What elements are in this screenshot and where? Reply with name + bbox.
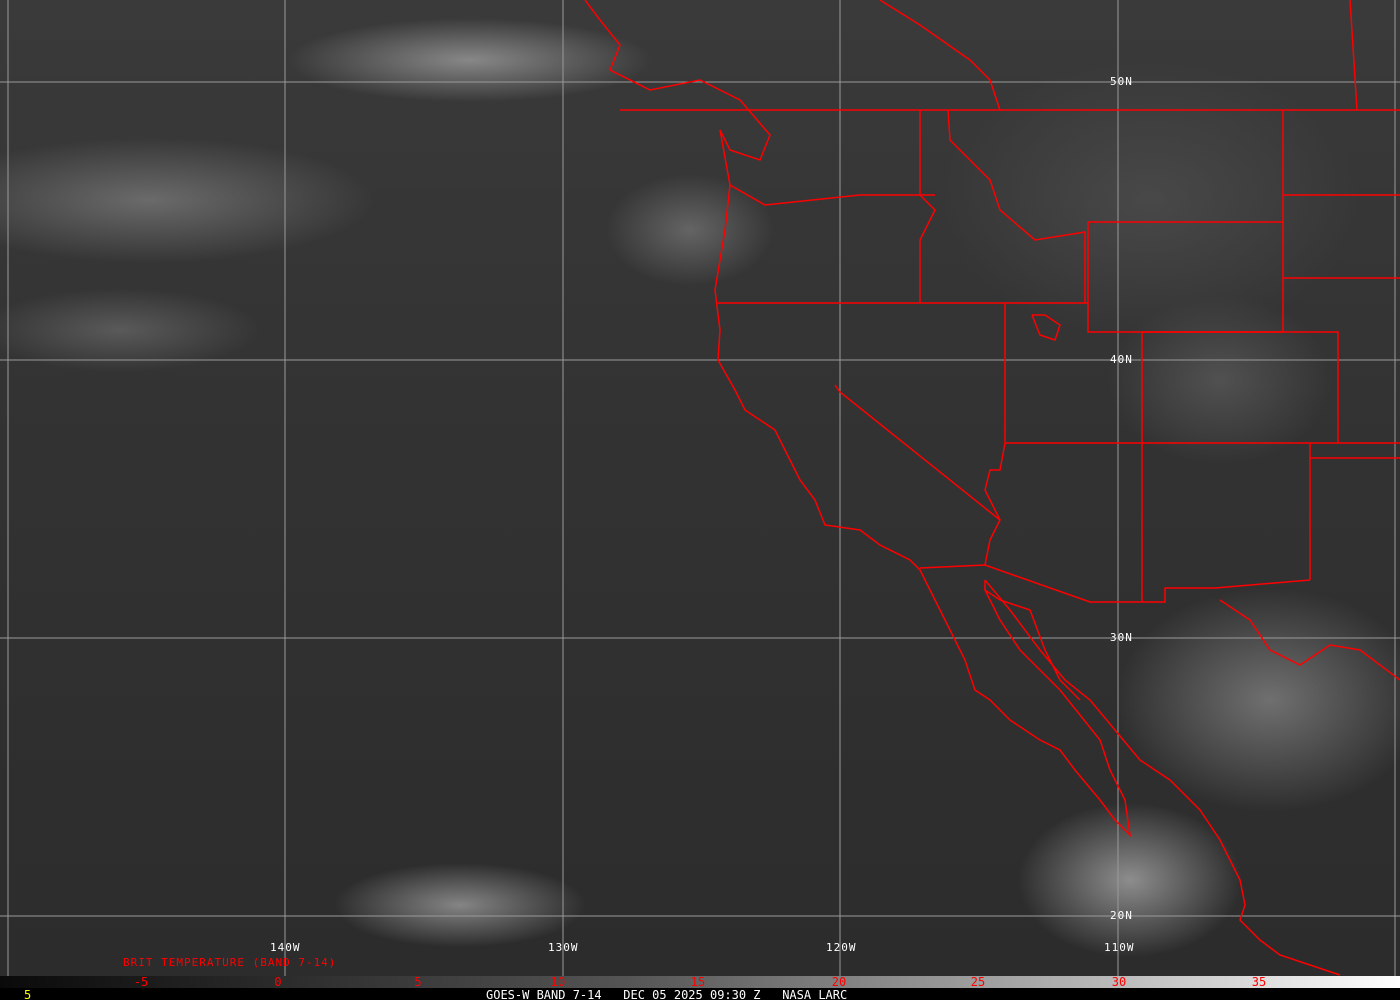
- wa-or-border: [729, 184, 935, 206]
- great-salt-lake: [1031, 314, 1061, 341]
- latitude-label: 40N: [1110, 353, 1133, 366]
- colorbar-tick: 30: [1111, 975, 1127, 989]
- gulf-of-california-coast: [984, 589, 1081, 701]
- colorbar-tick: 0: [274, 975, 282, 989]
- pacific-coastline: [584, 0, 1132, 838]
- canada-border-north: [879, 0, 1001, 111]
- us-mexico-border: [919, 564, 1311, 603]
- footer-bar: 5 GOES-W BAND 7-14 DEC 05 2025 09:30 Z N…: [0, 988, 1400, 1000]
- map-overlay: [0, 0, 1400, 976]
- longitude-label: 120W: [826, 941, 857, 954]
- colorbar-tick: 10: [550, 975, 566, 989]
- ca-nv-diagonal: [834, 384, 1001, 566]
- frame-number: 5: [24, 988, 32, 1000]
- wyoming-box: [1087, 221, 1284, 333]
- longitude-label: 140W: [270, 941, 301, 954]
- colorbar-tick: 5: [414, 975, 422, 989]
- latitude-label: 20N: [1110, 909, 1133, 922]
- longitude-label: 130W: [548, 941, 579, 954]
- colorbar-tick: 15: [690, 975, 706, 989]
- lat-lon-grid: [0, 0, 1400, 976]
- image-caption: GOES-W BAND 7-14 DEC 05 2025 09:30 Z NAS…: [486, 988, 848, 1000]
- colorbar-tick: 20: [831, 975, 847, 989]
- idaho-montana-border: [947, 109, 1086, 303]
- mexico-gulf-coast: [1219, 599, 1400, 681]
- utah-colorado: [1142, 331, 1400, 444]
- colorbar-tick: 35: [1251, 975, 1267, 989]
- nm-texas-border: [1309, 443, 1400, 459]
- longitude-label: 110W: [1104, 941, 1135, 954]
- temperature-colorbar: -5 0 5 10 15 20 25 30 35: [0, 975, 1400, 989]
- mexico-mainland-coast: [984, 579, 1341, 976]
- colorbar-tick: 25: [970, 975, 986, 989]
- latitude-label: 50N: [1110, 75, 1133, 88]
- idaho-border: [919, 110, 936, 303]
- colorbar-tick: -5: [133, 975, 149, 989]
- nevada-east-border: [984, 303, 1006, 521]
- colorbar-title: BRIT TEMPERATURE (BAND 7-14): [123, 956, 337, 969]
- political-borders: [584, 0, 1400, 976]
- canada-east-line: [1349, 0, 1358, 111]
- latitude-label: 30N: [1110, 631, 1133, 644]
- satellite-imagery: [0, 0, 1400, 976]
